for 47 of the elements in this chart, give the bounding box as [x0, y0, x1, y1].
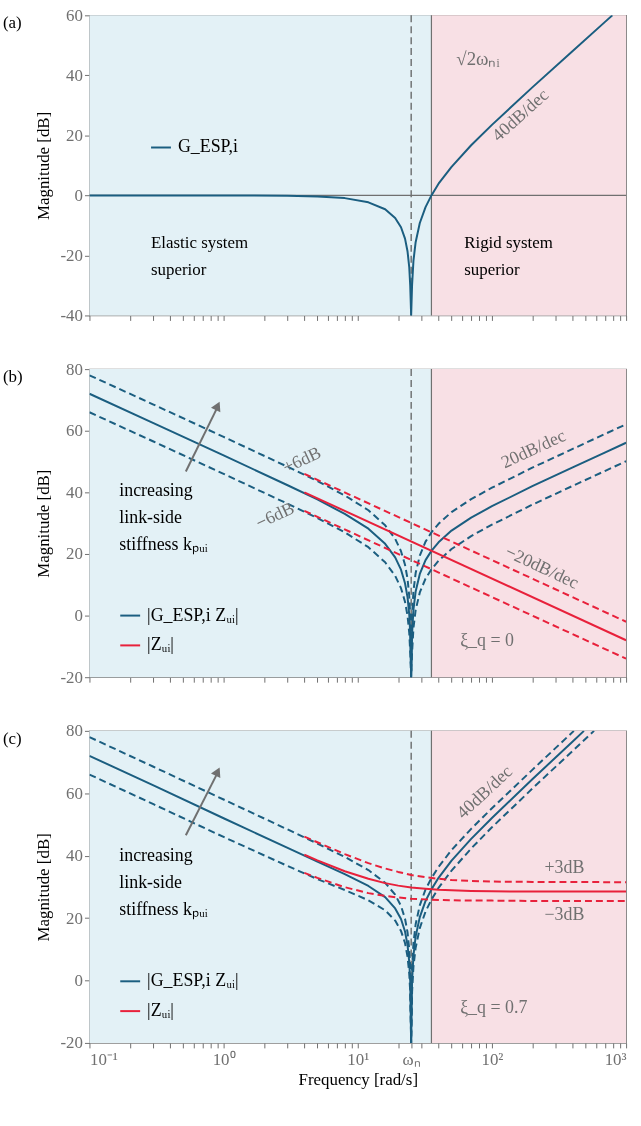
legend-label: |Zᵤᵢ| — [147, 1000, 174, 1021]
y-tick-label: 0 — [74, 606, 83, 626]
annotation: −6dB — [252, 497, 298, 533]
y-tick-label: 40 — [66, 846, 83, 866]
chart-title: (a) — [2, 13, 22, 33]
x-tick-label: 10⁰ — [212, 1050, 236, 1070]
y-tick-label: 20 — [66, 908, 83, 928]
chart-title: (c) — [2, 728, 22, 748]
y-tick-label: 60 — [66, 421, 83, 441]
legend-label: |G_ESP,i Zᵤᵢ| — [147, 604, 239, 625]
legend-label: |G_ESP,i Zᵤᵢ| — [147, 970, 239, 991]
y-tick-label: 60 — [66, 783, 83, 803]
annotation: increasing link-side stiffness kₚᵤᵢ — [119, 480, 208, 555]
y-axis-title: Magnitude [dB] — [33, 833, 53, 942]
legend-label: |Zᵤᵢ| — [147, 634, 174, 655]
annotation: increasing link-side stiffness kₚᵤᵢ — [119, 845, 208, 920]
y-tick-label: -20 — [60, 667, 83, 687]
ref-line-label: √2ωₙᵢ — [456, 48, 500, 70]
band-label: Rigid system superior — [464, 232, 553, 279]
y-tick-label: 20 — [66, 125, 83, 145]
y-tick-label: -20 — [60, 1033, 83, 1053]
chart-title: (b) — [2, 367, 23, 387]
x-tick-label: ωₙ — [402, 1050, 421, 1070]
y-tick-label: 20 — [66, 544, 83, 564]
x-tick-label: 10³ — [604, 1050, 627, 1070]
annotation: ξ_q = 0.7 — [460, 997, 528, 1018]
annotation: −3dB — [544, 903, 585, 924]
annotation: +6dB — [279, 442, 325, 478]
y-tick-label: -20 — [60, 245, 83, 265]
x-axis-title: Frequency [rad/s] — [298, 1070, 419, 1090]
x-tick-label: 10¹ — [347, 1050, 370, 1070]
y-tick-label: 0 — [74, 185, 83, 205]
annotation: +3dB — [544, 856, 585, 877]
y-tick-label: 0 — [74, 970, 83, 990]
annotation: ξ_q = 0 — [460, 630, 514, 651]
y-tick-label: 60 — [66, 5, 83, 25]
y-tick-label: 80 — [66, 721, 83, 741]
y-tick-label: 40 — [66, 65, 83, 85]
y-axis-title: Magnitude [dB] — [33, 469, 53, 578]
legend-label: G_ESP,i — [177, 136, 239, 157]
x-tick-label: 10² — [481, 1050, 504, 1070]
y-axis-title: Magnitude [dB] — [33, 111, 53, 221]
y-tick-label: 80 — [66, 359, 83, 379]
y-tick-label: 40 — [66, 482, 83, 502]
y-tick-label: -40 — [60, 305, 83, 325]
band-label: Elastic system superior — [151, 232, 249, 279]
x-tick-label: 10⁻¹ — [89, 1050, 118, 1070]
